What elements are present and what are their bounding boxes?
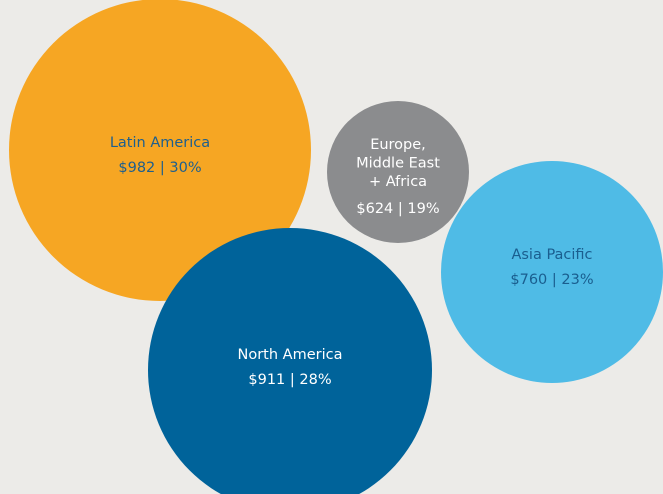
bubble-label: + Africa [369,174,427,190]
bubble-label: Asia Pacific [511,247,592,263]
bubble [148,228,432,494]
value-label: $624 | 19% [356,201,439,217]
value-label: $982 | 30% [118,160,201,176]
bubble-label: Middle East [356,156,440,172]
bubble-label: Latin America [110,135,210,151]
bubble-label: Europe, [370,137,426,153]
value-label: $760 | 23% [510,272,593,288]
bubble [441,161,663,383]
bubble [327,101,469,243]
bubble [9,0,311,301]
bubble-label: North America [238,347,343,363]
value-label: $911 | 28% [248,372,331,388]
